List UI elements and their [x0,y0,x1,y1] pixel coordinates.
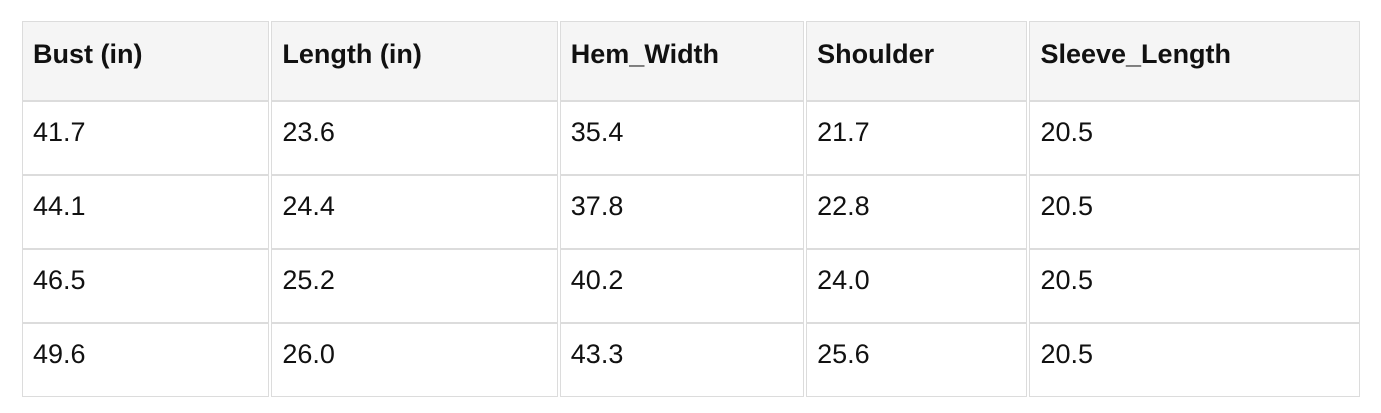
table-cell: 20.5 [1029,101,1360,175]
column-header-length: Length (in) [271,21,558,101]
table-cell: 46.5 [22,249,270,323]
table-cell: 43.3 [559,323,805,397]
table-cell: 40.2 [559,249,805,323]
table-row: 49.6 26.0 43.3 25.6 20.5 [22,323,1360,397]
table-row: 41.7 23.6 35.4 21.7 20.5 [22,101,1360,175]
table-row: 44.1 24.4 37.8 22.8 20.5 [22,175,1360,249]
size-chart-table: Bust (in) Length (in) Hem_Width Shoulder… [20,21,1362,397]
column-header-bust: Bust (in) [22,21,270,101]
table-cell: 23.6 [271,101,558,175]
table-cell: 44.1 [22,175,270,249]
table-cell: 37.8 [559,175,805,249]
table-cell: 24.4 [271,175,558,249]
table-cell: 21.7 [806,101,1028,175]
table-cell: 20.5 [1029,249,1360,323]
table-cell: 41.7 [22,101,270,175]
table-cell: 20.5 [1029,175,1360,249]
table-cell: 20.5 [1029,323,1360,397]
table-cell: 49.6 [22,323,270,397]
table-cell: 24.0 [806,249,1028,323]
header-row: Bust (in) Length (in) Hem_Width Shoulder… [22,21,1360,101]
table-cell: 35.4 [559,101,805,175]
table-cell: 22.8 [806,175,1028,249]
table-cell: 25.6 [806,323,1028,397]
column-header-sleeve-length: Sleeve_Length [1029,21,1360,101]
column-header-shoulder: Shoulder [806,21,1028,101]
table-cell: 25.2 [271,249,558,323]
table-cell: 26.0 [271,323,558,397]
column-header-hem-width: Hem_Width [559,21,805,101]
table-row: 46.5 25.2 40.2 24.0 20.5 [22,249,1360,323]
